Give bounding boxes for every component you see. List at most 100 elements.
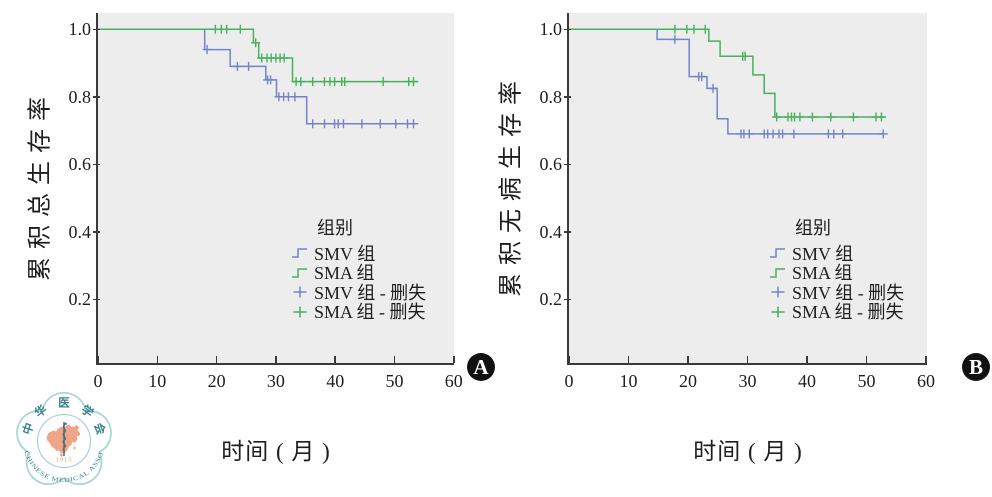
x-tick-mark: [156, 356, 159, 363]
plus-censor-symbol: [293, 306, 307, 318]
legend-item: SMA 组: [769, 263, 904, 283]
x-axis-title-a: 时间 ( 月 ): [221, 439, 331, 464]
legend-item-label: SMV 组 - 删失: [792, 282, 905, 303]
x-tick-label: 60: [444, 371, 463, 391]
x-tick-label: 40: [798, 371, 816, 391]
survival-curves-b: [569, 24, 888, 139]
legend-item: SMV 组 - 删失: [291, 282, 427, 303]
censor-marks-smv: [202, 45, 418, 129]
step-line-symbol: [292, 248, 307, 258]
survival-curves-a: [98, 24, 419, 129]
y-tick-mark: [564, 28, 571, 31]
y-tick-mark: [564, 231, 571, 233]
x-tick-mark: [334, 356, 336, 363]
x-tick-mark: [568, 356, 570, 363]
legend-a: 组别 SMV 组 SMA 组 SMV 组 - 删失 SMA 组 - 删失: [291, 218, 427, 322]
y-tick-label: 0.4: [68, 221, 92, 242]
x-tick-mark: [627, 356, 630, 363]
x-tick-mark: [215, 356, 218, 363]
y-tick-label: 1.0: [68, 19, 92, 40]
y-tick-mark: [564, 298, 571, 301]
y-tick-mark: [564, 96, 571, 98]
panel-label-a: A: [467, 353, 495, 381]
x-tick-mark: [865, 356, 868, 363]
rod-of-asclepius-icon: [62, 422, 67, 456]
x-tick-label: 30: [266, 371, 285, 391]
y-tick-mark: [93, 231, 100, 233]
plus-censor-symbol: [293, 286, 307, 298]
x-tick-label: 20: [679, 371, 697, 391]
survival-curve-sma: [569, 28, 886, 118]
legend-item: SMA 组 - 删失: [769, 302, 904, 322]
legend-title: 组别: [795, 218, 831, 238]
y-axis-title-b: 累积无病生存率: [498, 73, 525, 297]
x-tick-label: 60: [917, 371, 935, 391]
legend-item-label: SMA 组: [792, 263, 853, 284]
x-tick-mark: [746, 356, 749, 363]
legend-item-label: SMV 组: [314, 243, 376, 264]
x-tick-mark: [806, 356, 808, 363]
survival-curve-smv: [569, 28, 885, 135]
legend-item: SMA 组: [291, 263, 426, 283]
x-tick-label: 10: [148, 371, 167, 391]
x-tick-label: 0: [93, 371, 103, 391]
x-tick-mark: [925, 356, 927, 363]
x-tick-mark: [275, 356, 277, 363]
y-tick-label: 0.6: [68, 154, 92, 175]
legend-item-label: SMA 组: [314, 263, 375, 284]
y-tick-label: 1.0: [539, 19, 563, 40]
y-tick-mark: [93, 28, 100, 31]
step-line-symbol: [770, 248, 785, 258]
y-tick-mark: [93, 96, 100, 98]
x-tick-mark: [97, 356, 99, 363]
x-tick-label: 50: [857, 371, 876, 391]
legend-items: SMV 组 SMA 组 SMV 组 - 删失 SMA 组 - 删失: [769, 243, 905, 322]
x-axis-title-b: 时间 ( 月 ): [693, 439, 803, 464]
x-tick-label: 0: [564, 371, 574, 391]
legend-item-label: SMA 组 - 删失: [314, 302, 426, 323]
x-tick-label: 30: [738, 371, 757, 391]
y-tick-label: 0.8: [68, 86, 92, 107]
legend-item-label: SMV 组 - 删失: [314, 282, 427, 303]
legend-item: SMV 组: [769, 243, 904, 264]
y-axis-title-a: 累积总生存率: [27, 89, 54, 281]
legend-items: SMV 组 SMA 组 SMV 组 - 删失 SMA 组 - 删失: [291, 243, 427, 322]
y-tick-mark: [564, 163, 571, 166]
plus-censor-symbol: [771, 286, 785, 298]
x-tick-mark: [453, 356, 455, 363]
y-tick-label: 0.8: [539, 86, 563, 107]
y-tick-label: 0.6: [539, 154, 563, 175]
logo-char: 医: [58, 397, 70, 410]
step-line-symbol: [292, 268, 307, 278]
legend-item-label: SMA 组 - 删失: [792, 302, 904, 323]
survival-curve-sma: [98, 28, 419, 83]
survival-curve-smv: [98, 28, 419, 125]
censor-marks-sma: [670, 24, 886, 122]
panel-a-plot-area: 组别 SMV 组 SMA 组 SMV 组 - 删失 SMA 组 - 删失 累积总生存率…: [28, 13, 495, 464]
censor-marks-sma: [210, 24, 418, 87]
legend-item: SMV 组: [291, 243, 426, 264]
logo-char: 会: [91, 420, 108, 437]
y-tick-label: 0.2: [539, 289, 563, 310]
panel-b-plot-area: 组别 SMV 组 SMA 组 SMV 组 - 删失 SMA 组 - 删失 累积无病生存…: [499, 13, 990, 464]
x-tick-label: 40: [326, 371, 345, 391]
x-tick-mark: [687, 356, 689, 363]
x-tick-label: 10: [619, 371, 638, 391]
legend-item: SMV 组 - 删失: [769, 282, 905, 303]
plus-censor-symbol: [771, 306, 785, 318]
panel-label-b: B: [962, 353, 990, 381]
step-line-symbol: [770, 268, 785, 278]
y-tick-label: 0.2: [68, 289, 92, 310]
y-tick-mark: [93, 298, 100, 301]
cma-logo: 中 华 医 学 会 1915 CHINESE MEDICAL ASSOCIATI…: [16, 391, 112, 486]
inner-circle: [36, 413, 92, 469]
x-tick-label: 50: [385, 371, 404, 391]
legend-title: 组别: [317, 218, 353, 238]
censor-marks-smv: [670, 34, 888, 139]
logo-char: 中: [20, 421, 37, 436]
legend-item: SMA 组 - 删失: [291, 302, 426, 322]
y-tick-label: 0.4: [539, 221, 563, 242]
x-tick-label: 20: [207, 371, 226, 391]
logo-year: 1915: [56, 457, 73, 464]
